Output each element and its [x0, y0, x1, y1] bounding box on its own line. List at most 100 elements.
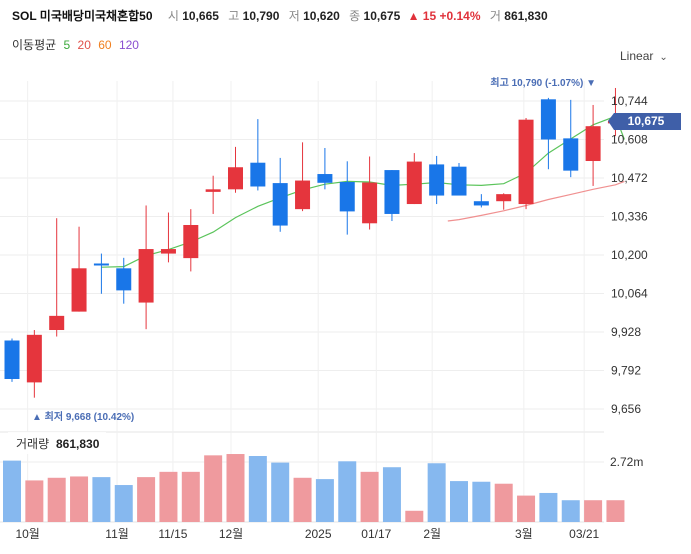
price-tick-label: 10,336	[611, 210, 648, 224]
candle-body	[406, 161, 422, 205]
volume-bar	[114, 485, 133, 522]
volume-bar	[159, 471, 178, 522]
price-tick-label: 10,064	[611, 287, 648, 301]
ma-120-label: 120	[118, 38, 139, 52]
candle-body	[496, 194, 512, 202]
volume-bar	[226, 454, 245, 522]
time-tick-label: 03/21	[569, 527, 599, 541]
volume-value: 861,830	[504, 9, 548, 23]
volume-bar	[472, 481, 491, 522]
volume-bar	[70, 476, 89, 522]
candle-body	[585, 126, 601, 162]
time-tick-label: 3월	[515, 527, 533, 541]
candle-body	[563, 138, 579, 171]
low-label: 저	[288, 9, 300, 23]
volume-bar	[92, 477, 111, 522]
candle-body	[228, 167, 243, 190]
candle-body	[339, 181, 355, 212]
price-tick-label: 9,656	[611, 402, 641, 416]
price-tick-label: 10,200	[611, 248, 648, 262]
time-tick-label: 2월	[423, 527, 441, 541]
volume-bar	[47, 477, 66, 522]
current-price-tag	[608, 113, 681, 130]
candle-body	[540, 99, 556, 140]
candle-body	[451, 166, 467, 196]
price-axis: 10,744 10,608 10,472 10,336 10,200 10,064 9,92…	[611, 94, 648, 416]
volume-caption-value: 861,830	[56, 437, 100, 451]
candles	[4, 87, 623, 398]
volume-bar	[360, 471, 379, 522]
candle-body	[93, 263, 109, 266]
low-value: 10,620	[303, 9, 340, 23]
candle-body	[26, 334, 42, 383]
scale-label: Linear	[620, 49, 654, 63]
price-tick-label: 9,928	[611, 325, 641, 339]
high-label: 고	[228, 9, 240, 23]
volume-bar	[494, 483, 513, 522]
volume-caption-bg	[8, 432, 106, 454]
volume-bar	[248, 456, 267, 522]
candle-body	[473, 201, 489, 206]
candle-body	[205, 189, 221, 192]
volume-bar	[25, 480, 44, 522]
max-price-note: 최고 10,790 (-1.07%) ▼	[490, 76, 596, 89]
volume-bar	[450, 481, 468, 522]
candle-body	[71, 268, 87, 312]
volume-caption: 거래량	[16, 437, 49, 451]
current-price-label: 10,675	[628, 114, 665, 128]
volume-bar	[427, 463, 446, 522]
candle-body	[384, 170, 400, 214]
volume-bar	[271, 462, 290, 522]
volume-label: 거	[489, 9, 501, 23]
candle-body	[250, 162, 266, 187]
volume-bars	[3, 454, 625, 522]
time-axis: 10월 11월 11/15 12월 2025 01/17 2월 3월 03/21	[15, 527, 599, 541]
ma20-line	[447, 180, 625, 222]
volume-bar	[293, 477, 312, 522]
candle-body	[295, 180, 311, 210]
candle-body	[160, 249, 176, 254]
volume-bar	[539, 492, 558, 522]
price-tick-label: 10,472	[611, 171, 648, 185]
time-tick-label: 01/17	[361, 527, 391, 541]
volume-axis-label: 2.72m	[610, 455, 643, 469]
candle-body	[272, 183, 288, 226]
candle-body	[518, 119, 534, 205]
price-header: SOL 미국배당미국채혼합50 시 10,665 고 10,790 저 10,6…	[12, 7, 548, 24]
candle-body	[138, 249, 154, 303]
instrument-name: SOL 미국배당미국채혼합50	[12, 9, 153, 23]
ma-5-label: 5	[63, 38, 71, 52]
ma-20-label: 20	[77, 38, 91, 52]
volume-bar	[315, 479, 334, 522]
volume-bar	[204, 455, 223, 522]
grid-lines	[0, 81, 604, 523]
high-value: 10,790	[242, 9, 280, 23]
change-value: ▲ 15 +0.14%	[407, 9, 481, 23]
price-tick-label: 10,608	[611, 133, 648, 147]
close-label: 종	[349, 9, 361, 23]
candle-body	[429, 164, 445, 196]
price-tick-label: 9,792	[611, 364, 641, 378]
volume-bar	[137, 477, 156, 522]
chevron-down-icon: ⌄	[659, 52, 668, 63]
candle-body	[4, 340, 20, 379]
volume-bar	[181, 471, 200, 522]
volume-bar	[405, 510, 424, 522]
candle-body	[362, 182, 378, 224]
time-tick-label: 11/15	[158, 527, 187, 541]
candle-body	[49, 315, 65, 331]
close-value: 10,675	[363, 9, 401, 23]
volume-bar	[561, 500, 580, 522]
time-tick-label: 10월	[15, 527, 39, 541]
volume-bar	[584, 500, 603, 522]
ma-60-label: 60	[98, 38, 112, 52]
candle-body	[116, 268, 132, 291]
time-tick-label: 11월	[105, 527, 129, 541]
time-tick-label: 2025	[305, 527, 332, 541]
scale-selector[interactable]: Linear ⌄	[620, 49, 668, 63]
volume-bar	[3, 460, 21, 522]
min-price-note: ▲ 최저 9,668 (10.42%)	[32, 410, 134, 423]
moving-average-legend[interactable]: 이동평균 5 20 60 120	[12, 36, 139, 53]
ma-label: 이동평균	[12, 38, 57, 52]
